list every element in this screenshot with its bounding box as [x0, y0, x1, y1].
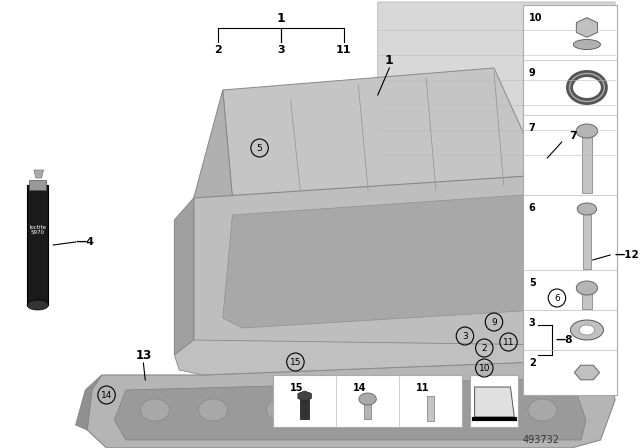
- Ellipse shape: [576, 281, 598, 295]
- Text: 11: 11: [336, 45, 351, 55]
- Polygon shape: [76, 375, 102, 430]
- Text: 11: 11: [503, 337, 515, 346]
- Ellipse shape: [470, 399, 499, 421]
- Text: 493732: 493732: [523, 435, 560, 445]
- Ellipse shape: [528, 399, 557, 421]
- Text: 6: 6: [529, 203, 536, 213]
- Polygon shape: [34, 170, 44, 178]
- Text: 7: 7: [570, 131, 577, 141]
- Text: 15: 15: [290, 358, 301, 366]
- Bar: [364, 401, 371, 419]
- Ellipse shape: [570, 320, 604, 340]
- Ellipse shape: [334, 399, 364, 421]
- Polygon shape: [223, 68, 543, 198]
- Text: 2: 2: [529, 358, 536, 368]
- Ellipse shape: [402, 399, 431, 421]
- Bar: [470, 375, 518, 427]
- Text: 3: 3: [277, 45, 285, 55]
- Text: 6: 6: [554, 293, 560, 302]
- Text: —12: —12: [614, 250, 639, 260]
- Text: 14: 14: [101, 391, 112, 400]
- Text: 5: 5: [257, 143, 262, 152]
- Polygon shape: [174, 198, 194, 355]
- Polygon shape: [223, 195, 552, 328]
- Text: loctite
5970: loctite 5970: [29, 224, 46, 235]
- Polygon shape: [475, 387, 515, 417]
- Text: 11: 11: [416, 383, 429, 393]
- Text: 1: 1: [276, 12, 285, 25]
- Ellipse shape: [577, 203, 596, 215]
- Ellipse shape: [266, 399, 296, 421]
- Text: 15: 15: [290, 383, 303, 393]
- Text: 10: 10: [479, 363, 490, 372]
- Text: 14: 14: [353, 383, 367, 393]
- Bar: [27, 185, 49, 305]
- Bar: [523, 5, 617, 395]
- Text: 9: 9: [529, 68, 536, 78]
- Bar: [300, 399, 310, 419]
- Polygon shape: [577, 18, 598, 37]
- Text: 13: 13: [135, 349, 152, 362]
- Polygon shape: [194, 90, 232, 230]
- Text: 7: 7: [529, 123, 536, 133]
- Polygon shape: [174, 330, 605, 375]
- Ellipse shape: [359, 393, 376, 405]
- Polygon shape: [194, 175, 591, 360]
- Text: —8: —8: [556, 335, 573, 345]
- Ellipse shape: [140, 399, 170, 421]
- Ellipse shape: [27, 300, 49, 310]
- Bar: [29, 180, 47, 190]
- Text: 5: 5: [529, 278, 536, 288]
- Ellipse shape: [198, 399, 228, 421]
- Text: 10: 10: [529, 13, 542, 23]
- Text: 2: 2: [481, 344, 487, 353]
- Text: 1: 1: [385, 53, 394, 66]
- Text: —4: —4: [76, 237, 95, 247]
- Polygon shape: [298, 391, 311, 401]
- Text: 3: 3: [529, 318, 536, 328]
- Ellipse shape: [576, 124, 598, 138]
- Bar: [427, 396, 435, 421]
- Bar: [273, 375, 462, 427]
- Text: 3: 3: [462, 332, 468, 340]
- Ellipse shape: [579, 325, 595, 335]
- Ellipse shape: [570, 73, 604, 102]
- Bar: [582, 135, 592, 193]
- Polygon shape: [115, 378, 586, 440]
- Text: 9: 9: [491, 318, 497, 327]
- Bar: [582, 290, 592, 309]
- Bar: [583, 213, 591, 269]
- Text: 2: 2: [214, 45, 222, 55]
- Ellipse shape: [573, 39, 600, 49]
- Polygon shape: [87, 345, 615, 448]
- Polygon shape: [378, 2, 615, 200]
- Polygon shape: [574, 365, 600, 380]
